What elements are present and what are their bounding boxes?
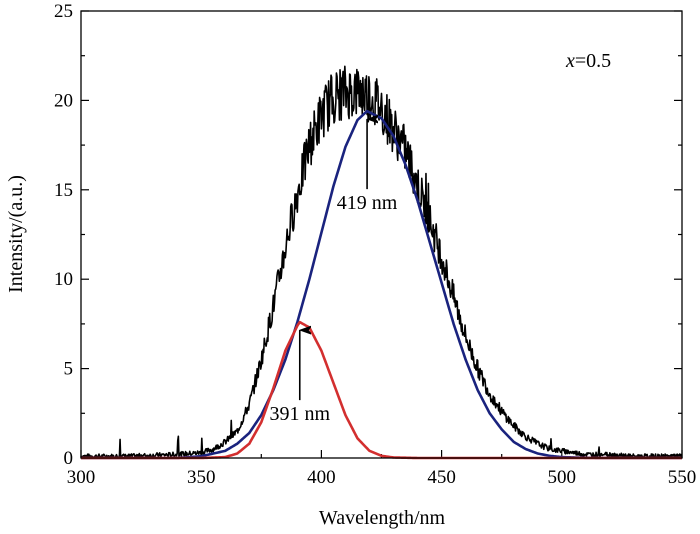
series-line bbox=[80, 65, 683, 459]
x-tick-label: 450 bbox=[427, 467, 456, 488]
peak-label: 419 nm bbox=[337, 192, 398, 214]
series-line bbox=[80, 320, 683, 460]
plot-frame bbox=[80, 10, 683, 459]
peak-annotations: 419 nm 391 nm bbox=[269, 119, 398, 425]
y-tick-label: 10 bbox=[54, 269, 73, 290]
x-axis-label: Wavelength/nm bbox=[319, 507, 446, 529]
y-axis-label: Intensity/(a.u.) bbox=[5, 175, 27, 293]
x-tick-label: 550 bbox=[668, 467, 697, 488]
x-tick-label: 300 bbox=[67, 467, 96, 488]
x-tick-label: 400 bbox=[307, 467, 336, 488]
series-line bbox=[80, 109, 683, 460]
y-tick-label: 0 bbox=[64, 448, 74, 469]
series-group bbox=[80, 65, 683, 460]
axis-ticks: 300 350 400 450 500 550 0 5 10 15 20 25 bbox=[54, 1, 696, 488]
composition-label: x=0.5 bbox=[565, 50, 611, 72]
y-tick-label: 5 bbox=[64, 359, 74, 380]
x-tick-label: 350 bbox=[187, 467, 216, 488]
y-tick-label: 20 bbox=[54, 90, 73, 111]
y-tick-label: 25 bbox=[54, 1, 73, 22]
y-tick-label: 15 bbox=[54, 180, 73, 201]
x-tick-label: 500 bbox=[548, 467, 577, 488]
peak-label: 391 nm bbox=[269, 403, 330, 425]
